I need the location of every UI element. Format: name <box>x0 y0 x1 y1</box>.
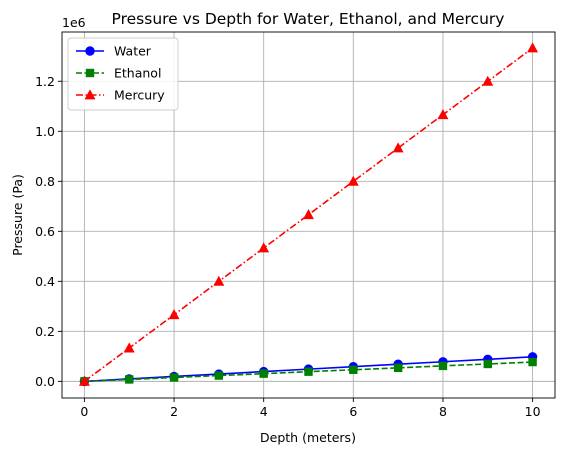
data-point-ethanol <box>349 365 358 374</box>
x-tick-label: 10 <box>525 404 541 419</box>
legend-box <box>67 37 179 111</box>
y-tick-label: 0.2 <box>35 324 55 339</box>
x-tick-label: 8 <box>439 404 447 419</box>
y-tick-label: 1.2 <box>35 74 55 89</box>
y-axis-offset-label: 1e6 <box>62 15 86 30</box>
data-point-mercury <box>123 342 135 353</box>
y-axis-label: Pressure (Pa) <box>10 174 25 256</box>
plot-frame <box>61 31 556 399</box>
data-point-mercury <box>303 209 314 220</box>
legend-marker-water <box>85 46 95 56</box>
data-point-ethanol <box>125 375 134 384</box>
y-tick-label: 1.0 <box>35 124 55 139</box>
legend: Water Ethanol Mercury <box>67 37 179 111</box>
axis-ticks: 0 2 4 6 8 10 0.0 0.2 0.4 0.6 0.8 1.0 1.2 <box>35 74 540 419</box>
data-point-mercury <box>78 375 90 386</box>
data-point-mercury <box>482 75 494 86</box>
data-point-ethanol <box>214 371 224 380</box>
series-line-mercury <box>83 47 534 383</box>
data-point-mercury <box>168 309 180 320</box>
y-tick-label: 0.0 <box>35 374 55 389</box>
legend-label-water: Water <box>114 44 152 59</box>
y-tick-label: 0.6 <box>35 224 55 239</box>
data-point-ethanol <box>259 369 268 378</box>
y-tick-label: 0.8 <box>35 174 55 189</box>
y-tick-label: 0.4 <box>35 274 55 289</box>
grid <box>62 32 555 398</box>
data-point-mercury <box>437 109 449 120</box>
data-point-ethanol <box>393 363 403 373</box>
data-point-mercury <box>347 175 359 186</box>
data-point-mercury <box>258 242 270 253</box>
chart-title: Pressure vs Depth for Water, Ethanol, an… <box>112 10 505 28</box>
legend-label-mercury: Mercury <box>114 88 165 103</box>
data-point-ethanol <box>304 367 313 376</box>
legend-marker-mercury <box>84 89 96 100</box>
x-tick-label: 0 <box>80 404 88 419</box>
x-axis-label: Depth (meters) <box>260 430 356 445</box>
x-tick-label: 2 <box>170 404 178 419</box>
data-point-ethanol <box>528 357 537 367</box>
data-point-mercury <box>392 142 404 153</box>
data-point-ethanol <box>483 359 492 369</box>
data-point-ethanol <box>438 361 448 371</box>
data-point-ethanol <box>169 373 179 382</box>
x-tick-label: 4 <box>260 404 268 419</box>
x-tick-label: 6 <box>349 404 357 419</box>
data-point-mercury <box>213 275 225 286</box>
legend-marker-ethanol <box>85 68 95 78</box>
series-layer <box>78 42 539 387</box>
legend-label-ethanol: Ethanol <box>114 66 161 81</box>
data-point-mercury <box>527 42 539 53</box>
series-mercury <box>78 42 539 386</box>
